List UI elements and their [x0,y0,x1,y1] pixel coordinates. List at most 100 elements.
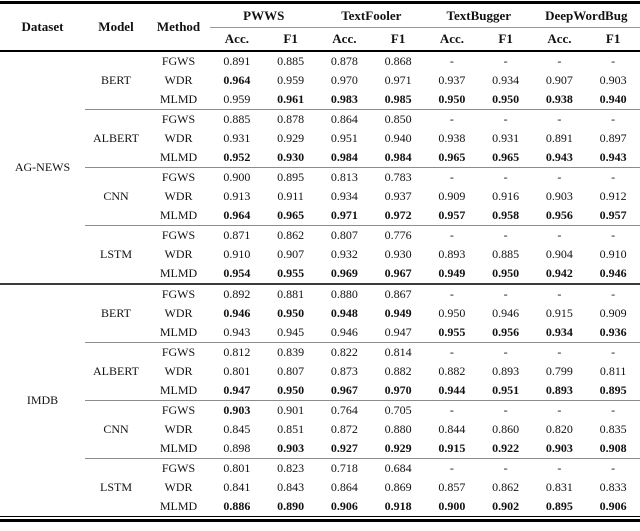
value-cell: 0.951 [492,383,520,397]
header-f1: F1 [586,27,640,52]
results-table-body: AG-NEWS BERT FGWS 0.891 0.885 0.878 0.868- - - - W… [0,51,640,517]
value-cell: 0.943 [599,150,627,164]
value-cell: 0.946 [492,306,520,320]
value-cell: - [425,225,479,245]
method-label: MLMD [159,441,198,455]
method-label: WDR [164,422,193,436]
value-cell: 0.903 [210,400,264,420]
table-row: MLMD 0.947 0.950 0.967 0.970 0.944 0.951 0.893 0… [0,381,640,401]
value-cell: - [478,283,533,304]
value-cell: 0.900 [438,499,466,513]
value-cell: 0.940 [599,92,627,106]
value-cell: 0.970 [330,73,358,87]
value-cell: 0.898 [223,441,251,455]
value-cell: 0.912 [599,189,627,203]
method-label: FGWS [147,167,210,187]
value-cell: 0.835 [599,422,627,436]
value-cell: 0.799 [545,364,573,378]
value-cell: 0.965 [492,150,520,164]
value-cell: 0.932 [330,247,358,261]
value-cell: 0.801 [223,364,251,378]
dataset-label: AG-NEWS [14,160,71,174]
model-label: BERT [101,73,131,87]
value-cell: 0.845 [223,422,251,436]
header-attack-textfooler: TextFooler [317,2,426,28]
value-cell: - [586,342,640,362]
value-cell: - [478,109,533,129]
value-cell: - [586,400,640,420]
value-cell: 0.841 [223,480,251,494]
value-cell: 0.965 [438,150,466,164]
value-cell: 0.944 [438,383,466,397]
value-cell: 0.893 [492,364,520,378]
value-cell: 0.971 [384,73,412,87]
value-cell: 0.969 [330,266,358,280]
value-cell: 0.814 [371,342,426,362]
value-cell: 0.967 [330,383,358,397]
value-cell: 0.947 [223,383,251,397]
table-row: ALBERT FGWS 0.812 0.839 0.822 0.814- - - - [0,342,640,401]
value-cell: 0.880 [384,422,412,436]
value-cell: 0.955 [277,266,305,280]
value-cell: 0.946 [330,325,358,339]
table-row: IMDB BERT FGWS 0.892 0.881 0.880 0.867- - - - [0,283,640,517]
value-cell: 0.833 [599,480,627,494]
value-cell: - [425,458,479,478]
value-cell: 0.936 [599,325,627,339]
header-metric-row: Acc. F1 Acc. F1 Acc. F1 Acc. F1 [0,27,640,52]
model-label: CNN [85,400,147,459]
value-cell: 0.916 [492,189,520,203]
value-cell: 0.868 [384,54,412,68]
value-cell: 0.934 [492,73,520,87]
value-cell: 0.954 [223,266,251,280]
value-cell: 0.934 [330,189,358,203]
table-row: MLMD 0.964 0.965 0.971 0.972 0.957 0.958 0.956 0… [0,206,640,226]
header-attack-pwws: PWWS [210,2,318,28]
header-f1: F1 [478,27,533,52]
value-cell: 0.872 [330,422,358,436]
table-row: MLMD 0.898 0.903 0.927 0.929 0.915 0.922 0.903 0… [0,439,640,459]
method-label: WDR [164,480,193,494]
header-group-row: Dataset Model Method PWWS TextFooler Tex… [0,2,640,52]
value-cell: 0.907 [277,247,305,261]
value-cell: 0.764 [317,400,372,420]
method-label: WDR [164,73,193,87]
value-cell: 0.956 [492,325,520,339]
model-label: ALBERT [85,109,147,168]
value-cell: 0.904 [545,247,573,261]
value-cell: 0.776 [371,225,426,245]
value-cell: 0.857 [438,480,466,494]
value-cell: - [586,225,640,245]
table-row: WDR 0.913 0.911 0.934 0.937 0.909 0.916 0.903 0.… [0,187,640,206]
value-cell: 0.895 [263,167,318,187]
value-cell: 0.949 [438,266,466,280]
value-cell: 0.927 [330,441,358,455]
value-cell: 0.967 [384,266,412,280]
value-cell: 0.831 [545,480,573,494]
value-cell: 0.943 [223,325,251,339]
method-label: FGWS [147,225,210,245]
value-cell: - [503,54,508,68]
value-cell: 0.931 [223,131,251,145]
value-cell: 0.906 [599,499,627,513]
value-cell: 0.956 [545,208,573,222]
value-cell: - [611,54,616,68]
value-cell: 0.958 [492,208,520,222]
method-label: WDR [164,364,193,378]
value-cell: 0.893 [545,383,573,397]
value-cell: 0.971 [330,208,358,222]
value-cell: 0.984 [384,150,412,164]
method-label: FGWS [147,458,210,478]
value-cell: - [478,400,533,420]
table-row: MLMD 0.943 0.945 0.946 0.947 0.955 0.956 0.934 0… [0,323,640,343]
table-row: WDR 0.801 0.807 0.873 0.882 0.882 0.893 0.799 0.… [0,362,640,381]
value-cell: 0.684 [371,458,426,478]
value-cell: 0.955 [438,325,466,339]
value-cell: 0.965 [277,208,305,222]
value-cell: 0.895 [545,499,573,513]
model-label: BERT [85,283,147,343]
value-cell: 0.885 [277,54,305,68]
table-row: MLMD 0.886 0.890 0.906 0.918 0.900 0.902 0.895 0… [0,497,640,517]
method-label: WDR [164,306,193,320]
value-cell: 0.983 [330,92,358,106]
